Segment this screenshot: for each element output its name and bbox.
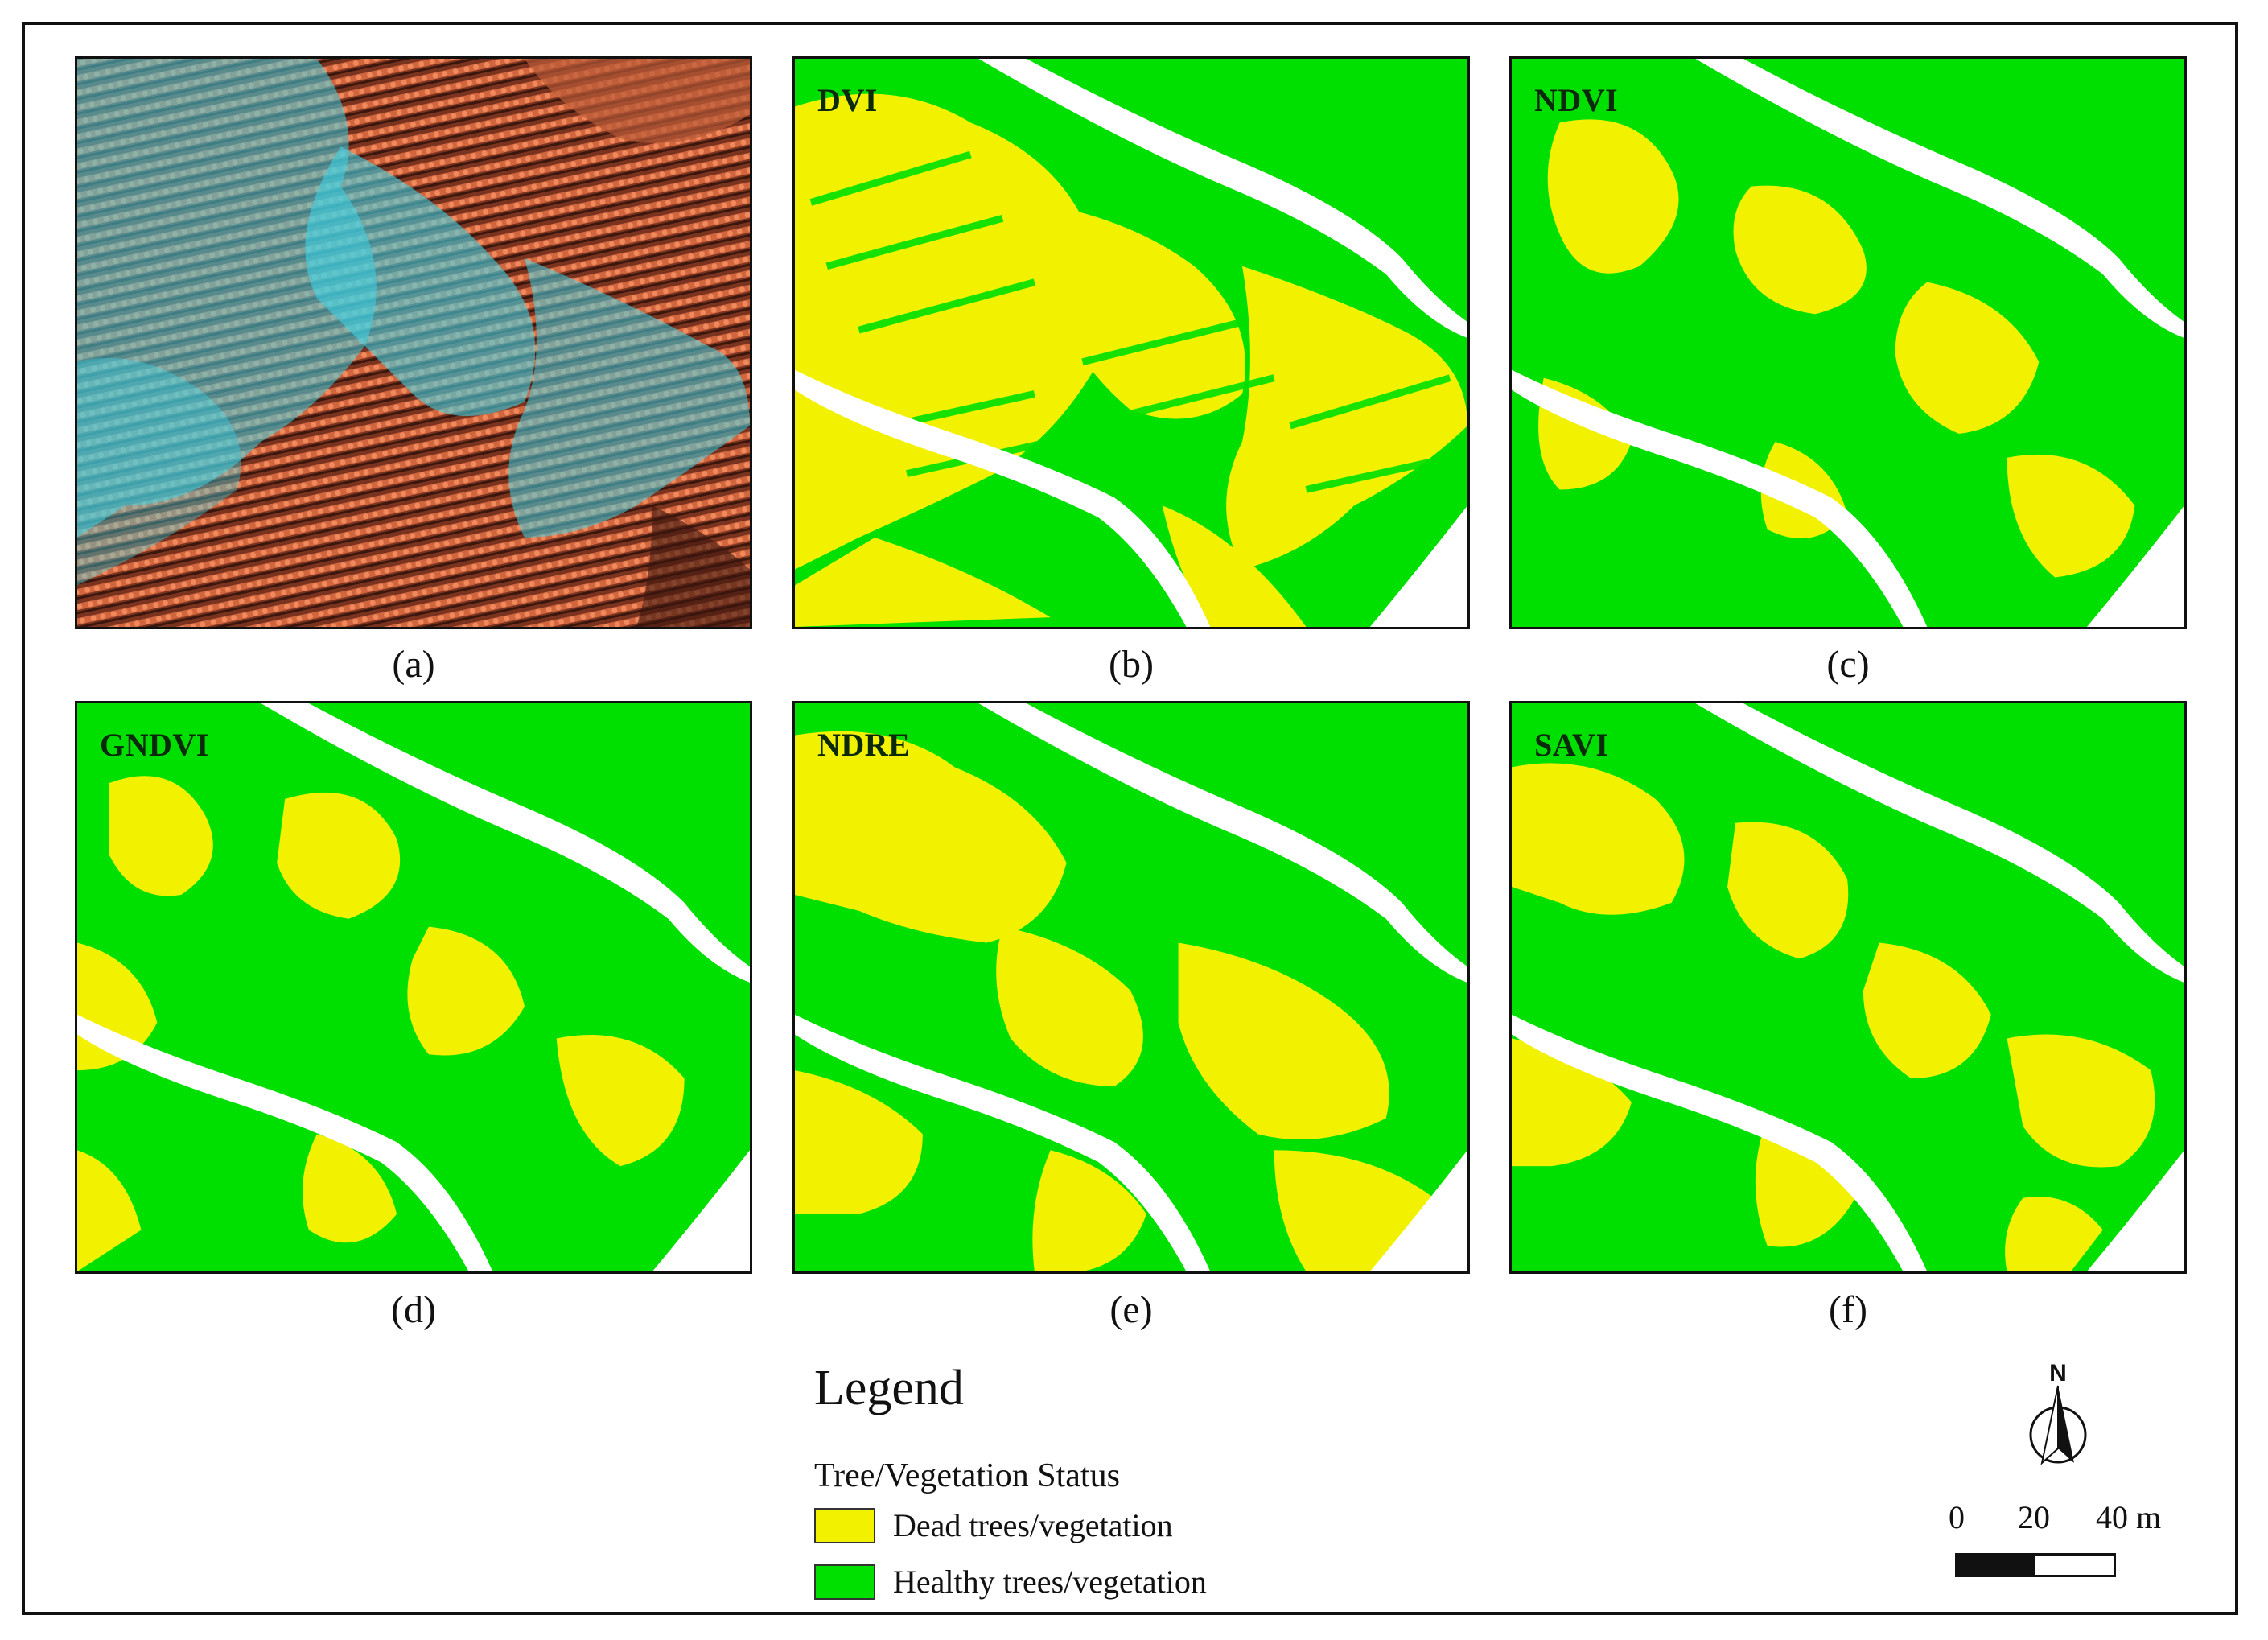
legend-title: Legend [814,1361,964,1415]
panel-title-ndvi: NDVI [1534,82,1619,118]
panel-e-ndre-map: NDRE [792,701,1470,1274]
north-label: N [2049,1360,2067,1387]
scale-bar-fill [1957,1556,2035,1575]
caption-a: (a) [392,643,435,686]
false-color-image [77,59,750,627]
scale-label-40: 40 m [2096,1499,2162,1535]
ndre-classification-map [795,703,1467,1271]
legend-swatch-healthy [814,1564,875,1600]
legend-swatch-dead [814,1507,875,1543]
north-arrow-icon: N [2018,1358,2098,1479]
panel-title-ndre: NDRE [817,727,911,763]
caption-d: (d) [391,1288,436,1331]
panel-title-gndvi: GNDVI [100,727,209,763]
panel-title-dvi: DVI [817,82,878,118]
caption-f: (f) [1829,1288,1867,1331]
legend-label-healthy: Healthy trees/vegetation [893,1564,1207,1600]
figure-frame [22,22,2238,1615]
gndvi-classification-map [77,703,750,1271]
panel-b-dvi-map: DVI [792,56,1470,629]
panel-a-false-color-image [75,56,752,629]
legend-item-healthy: Healthy trees/vegetation [814,1563,1207,1601]
caption-c: (c) [1826,643,1870,686]
legend-subtitle: Tree/Vegetation Status [814,1457,1120,1494]
scale-label-20: 20 [2018,1499,2050,1535]
ndvi-classification-map [1512,59,2184,627]
panel-f-savi-map: SAVI [1509,701,2187,1274]
dvi-classification-map [795,59,1467,627]
panel-d-gndvi-map: GNDVI [75,701,752,1274]
savi-classification-map [1512,703,2184,1271]
legend-label-dead: Dead trees/vegetation [893,1507,1173,1543]
panel-c-ndvi-map: NDVI [1509,56,2187,629]
caption-e: (e) [1109,1288,1153,1331]
scale-bar [1955,1553,2116,1577]
north-arrow-graphic: N [2029,1360,2087,1465]
caption-b: (b) [1109,643,1154,686]
panel-title-savi: SAVI [1534,727,1609,763]
legend-item-dead: Dead trees/vegetation [814,1506,1173,1544]
scale-label-0: 0 [1949,1499,1965,1535]
